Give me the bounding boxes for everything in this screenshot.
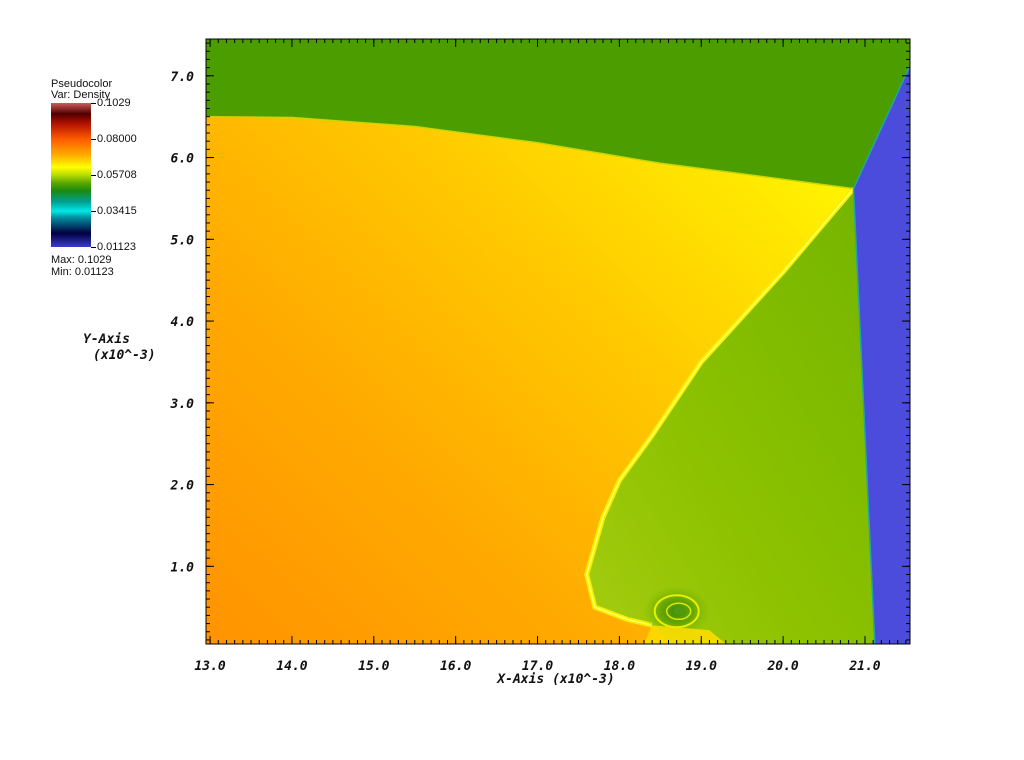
x-tick-label: 15.0	[358, 659, 389, 674]
reflected-shock-line	[585, 188, 855, 626]
x-tick-label: 17.0	[522, 659, 553, 674]
y-axis-title: Y-Axis	[83, 332, 130, 347]
colorbar-tick	[91, 210, 96, 212]
y-tick-label: 7.0	[171, 70, 195, 85]
region-mach-stem	[586, 188, 875, 644]
legend-variable: Var: Density	[51, 89, 111, 101]
legend-min-stat: Min: 0.01123	[51, 266, 114, 278]
y-tick-label: 4.0	[171, 315, 195, 330]
colorbar-tick	[91, 174, 96, 176]
x-tick-label: 20.0	[766, 659, 798, 674]
colorbar-tick	[91, 138, 96, 140]
y-tick-label: 2.0	[170, 479, 195, 494]
y-tick-label: 3.0	[170, 397, 195, 412]
contact-surface-line	[206, 115, 854, 190]
x-tick-label: 16.0	[440, 659, 471, 674]
legend-plot-kind: Pseudocolor	[51, 78, 113, 90]
y-tick-label: 6.0	[171, 152, 195, 167]
vortex-ring-outer	[653, 594, 700, 629]
colorbar-tick	[91, 247, 96, 248]
plot-axes: 13.0 14.0 15.0 16.0 17.0 18.0 19.0 20.0 21.0 1.0 2…	[83, 38, 911, 687]
colorbar-label: 0.1029	[97, 97, 131, 109]
vortex-core	[673, 607, 684, 616]
x-tick-label: 19.0	[686, 659, 717, 674]
legend-max-stat: Max: 0.1029	[51, 254, 112, 266]
x-tick-label: 13.0	[194, 659, 225, 674]
plot-frame	[205, 38, 911, 645]
wall-jet	[644, 625, 726, 644]
x-tick-label: 21.0	[848, 659, 880, 674]
colorbar-tick	[91, 103, 96, 104]
region-inflow	[853, 65, 910, 644]
colorbar-label: 0.03415	[97, 204, 137, 217]
x-tick-label: 18.0	[604, 659, 635, 674]
colorbar-label: 0.05708	[97, 168, 137, 181]
y-tick-label: 5.0	[171, 233, 195, 248]
colorbar-label: 0.01123	[97, 241, 136, 253]
colorbar-legend: Pseudocolor Var: Density Max: 0.1029 Min…	[51, 78, 171, 278]
colorbar-label: 0.08000	[97, 132, 137, 145]
y-axis-unit: (x10^-3)	[93, 348, 156, 363]
y-tick-label: 1.0	[171, 560, 195, 575]
colorbar	[51, 103, 91, 247]
density-field	[206, 39, 910, 644]
vortex-ring-inner	[665, 602, 692, 621]
x-tick-label: 14.0	[276, 659, 307, 674]
x-axis-title: X-Axis (x10^-3)	[496, 672, 614, 687]
